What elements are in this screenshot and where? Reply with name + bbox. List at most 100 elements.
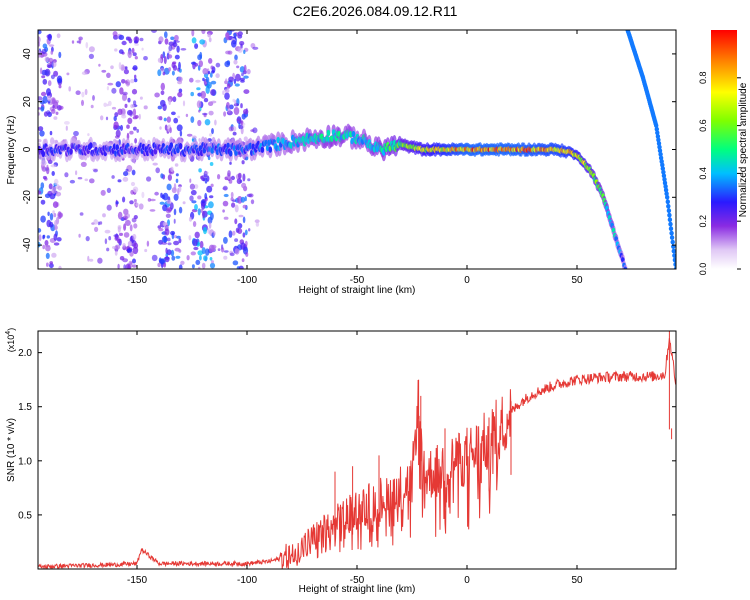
noise-speckle (204, 192, 208, 200)
noise-speckle (120, 64, 125, 71)
noise-speckle (131, 88, 138, 95)
noise-speckle (134, 56, 138, 60)
noise-speckle (111, 87, 117, 94)
noise-speckle (210, 65, 214, 70)
noise-speckle (64, 121, 70, 125)
noise-speckle (49, 130, 53, 136)
noise-speckle (208, 58, 213, 64)
noise-speckle (163, 56, 167, 65)
noise-speckle (201, 200, 206, 204)
noise-speckle (244, 229, 248, 236)
noise-speckle (129, 130, 134, 135)
trace-mark (178, 143, 183, 150)
noise-speckle (208, 37, 212, 43)
noise-speckle (215, 62, 221, 68)
noise-speckle (207, 228, 210, 234)
noise-speckle (158, 228, 164, 232)
noise-speckle (133, 78, 138, 83)
noise-speckle (118, 49, 124, 54)
noise-speckle (222, 209, 225, 213)
noise-speckle (235, 227, 240, 233)
noise-speckle (47, 211, 50, 216)
steep-line-mark (673, 262, 676, 267)
spectrogram-y-axis: -40 -20 0 20 40 (22, 48, 676, 252)
noise-speckle (191, 200, 197, 204)
noise-speckle (151, 30, 157, 33)
noise-speckle (126, 124, 130, 129)
noise-speckle (234, 248, 240, 255)
noise-speckle (58, 105, 64, 110)
noise-speckle (164, 124, 168, 131)
noise-speckle (174, 54, 180, 60)
trace-mark (41, 150, 46, 157)
noise-speckle (205, 248, 210, 256)
noise-speckle (241, 182, 247, 189)
steep-line-mark (660, 166, 665, 172)
noise-speckle (51, 186, 57, 194)
noise-speckle (236, 196, 243, 204)
snr-spikes (334, 331, 673, 542)
noise-speckle (169, 202, 174, 210)
noise-speckle (170, 249, 175, 257)
noise-speckle (179, 130, 183, 137)
noise-speckle (127, 117, 133, 125)
noise-speckle (224, 88, 230, 94)
noise-speckle (191, 37, 197, 44)
noise-speckle (81, 99, 84, 106)
noise-speckle (42, 43, 48, 49)
noise-speckle (130, 181, 136, 187)
noise-speckle (46, 63, 52, 69)
noise-speckle (50, 50, 54, 55)
noise-speckle (227, 50, 233, 55)
noise-speckle (202, 68, 208, 75)
noise-speckle (162, 71, 166, 76)
noise-speckle (56, 237, 62, 242)
noise-speckle (55, 191, 62, 197)
noise-speckle (233, 107, 240, 115)
noise-speckle (192, 221, 197, 227)
steep-line-mark (669, 230, 674, 236)
noise-speckle (241, 113, 246, 120)
noise-speckle (222, 185, 228, 191)
colorbar-ticks: 0.0 0.2 0.4 0.6 0.8 (698, 72, 741, 275)
noise-speckle (114, 48, 118, 52)
noise-speckle (53, 116, 58, 120)
noise-speckle (44, 240, 49, 246)
noise-speckle (227, 170, 231, 177)
noise-speckle (160, 82, 165, 91)
noise-speckle (162, 51, 166, 59)
noise-speckle (40, 199, 46, 205)
y-tick-label: 1.5 (18, 402, 32, 413)
noise-speckle (211, 128, 214, 135)
noise-speckle (115, 129, 121, 138)
figure-title: C2E6.2026.084.09.12.R11 (293, 3, 458, 19)
noise-speckle (89, 178, 95, 184)
noise-speckle (87, 255, 90, 262)
noise-speckle (114, 250, 118, 256)
noise-speckle (132, 67, 138, 70)
trace-mark (623, 266, 628, 269)
noise-speckle (93, 169, 98, 173)
noise-speckle (217, 248, 221, 252)
noise-speckle (135, 203, 140, 207)
noise-speckle (120, 124, 123, 131)
noise-speckle (53, 233, 58, 241)
noise-speckle (223, 250, 229, 253)
colorbar-tick-label: 0.4 (698, 167, 708, 180)
noise-speckle (90, 104, 94, 109)
steep-line-mark (657, 148, 663, 154)
snr-multiplier-close: ) (6, 328, 16, 331)
noise-speckle (199, 39, 206, 45)
steep-line-mark (666, 203, 671, 209)
noise-speckle (175, 255, 181, 259)
noise-speckle (133, 40, 139, 44)
noise-speckle (207, 71, 211, 75)
noise-speckle (106, 204, 112, 211)
noise-speckle (123, 232, 130, 238)
noise-speckle (240, 103, 243, 109)
noise-speckle (94, 226, 99, 232)
noise-speckle (198, 60, 203, 68)
noise-speckle (114, 112, 119, 118)
steep-line-mark (667, 217, 673, 223)
noise-speckle (241, 160, 245, 165)
